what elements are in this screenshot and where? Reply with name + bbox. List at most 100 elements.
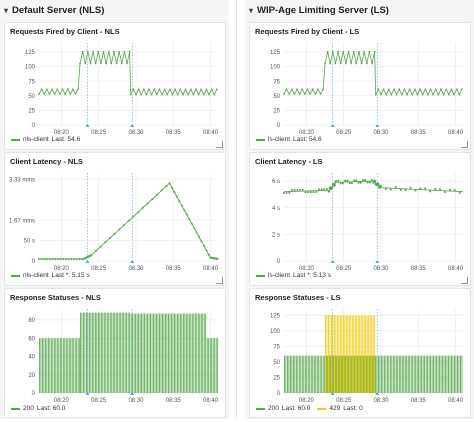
- data-point: [299, 188, 302, 191]
- bar: [443, 355, 445, 393]
- panel-latency-ls[interactable]: Client Latency - LS 0 2 s 4 s 6 s 08:20 08:25…: [249, 152, 471, 286]
- data-point: [195, 88, 197, 91]
- panel-latency-nls[interactable]: Client Latency - NLS 0 50 s 1.67 mins 3.33 …: [4, 152, 226, 286]
- bar: [121, 312, 123, 393]
- bar: [64, 338, 66, 393]
- data-point: [72, 257, 75, 260]
- bar: [67, 338, 69, 393]
- data-point: [329, 186, 332, 189]
- bar: [120, 312, 122, 393]
- bar: [345, 355, 346, 393]
- bar: [373, 355, 375, 393]
- bar: [176, 313, 178, 393]
- legend-last-value: Last: 54.6: [293, 136, 322, 143]
- bar: [344, 315, 346, 393]
- legend[interactable]: ls-client Last: 54.6: [256, 136, 322, 143]
- bar: [215, 338, 217, 393]
- legend-swatch: [256, 407, 265, 410]
- bar: [332, 315, 334, 393]
- series-line: [283, 51, 463, 96]
- data-point: [142, 88, 145, 91]
- data-point: [291, 189, 294, 192]
- data-point: [306, 88, 309, 91]
- resize-handle[interactable]: [216, 277, 223, 284]
- chevron-down-icon[interactable]: ▾: [4, 6, 9, 15]
- bar: [442, 355, 443, 393]
- legend[interactable]: nls-client Last: 54.6: [11, 136, 80, 143]
- data-point: [303, 93, 306, 95]
- data-point: [411, 93, 414, 96]
- data-point: [189, 88, 192, 91]
- data-point: [216, 257, 219, 260]
- panel-statuses-nls[interactable]: Response Statuses - NLS 0 20 40 60 80 08:20 08…: [4, 288, 226, 418]
- bar: [172, 313, 174, 393]
- data-point: [290, 88, 293, 91]
- bar: [430, 355, 432, 393]
- bar: [135, 313, 137, 393]
- data-point: [342, 50, 345, 53]
- data-point: [153, 88, 156, 91]
- bar: [416, 355, 418, 393]
- bar: [351, 355, 352, 393]
- panel-requests-nls[interactable]: Requests Fired by Client - NLS 0 25 50 75 10…: [4, 22, 226, 150]
- bar: [338, 315, 340, 393]
- y-tick-label: 2 s: [272, 233, 280, 239]
- bar: [197, 313, 199, 393]
- data-point: [429, 88, 432, 91]
- bar: [448, 355, 449, 393]
- bar: [370, 355, 372, 393]
- bar: [404, 355, 406, 393]
- panel-requests-ls[interactable]: Requests Fired by Client - LS 0 25 50 75 100…: [249, 22, 471, 150]
- data-point: [200, 240, 203, 243]
- y-tick-label: 125: [270, 313, 281, 319]
- data-point: [293, 93, 296, 95]
- x-tick-label: 08:25: [336, 130, 352, 136]
- bar: [328, 315, 329, 393]
- chevron-down-icon[interactable]: ▾: [249, 6, 254, 15]
- data-point: [77, 88, 80, 91]
- bar: [346, 355, 348, 393]
- legend[interactable]: ls-client Last *: 5.13 s: [256, 272, 331, 279]
- bar: [142, 313, 144, 393]
- bar: [138, 313, 140, 393]
- bar: [90, 312, 92, 393]
- legend-last-value: Last: 54.6: [51, 136, 81, 143]
- bar: [365, 315, 367, 393]
- bar: [335, 315, 337, 393]
- row-header-ls[interactable]: ▾ WIP-Age Limiting Server (LS): [249, 5, 389, 16]
- legend[interactable]: nls-client Last *: 5.15 s: [11, 272, 90, 279]
- bar: [306, 355, 308, 393]
- data-point: [184, 88, 187, 91]
- bar: [374, 355, 376, 393]
- x-tick-label: 08:25: [91, 266, 107, 272]
- bar: [154, 313, 156, 393]
- resize-handle[interactable]: [216, 141, 223, 148]
- bar: [188, 313, 190, 393]
- bar: [395, 355, 397, 393]
- bar: [366, 355, 367, 393]
- panel-statuses-ls[interactable]: Response Statuses - LS 0 25 50 75 100 125 08:2…: [249, 288, 471, 418]
- bar: [372, 315, 374, 393]
- bar: [100, 312, 102, 393]
- bar: [331, 355, 333, 393]
- legend-last-value: Last: 60.0: [36, 405, 66, 412]
- data-point: [332, 182, 335, 185]
- data-point: [146, 202, 149, 205]
- bar: [342, 355, 343, 393]
- bar: [297, 355, 299, 393]
- x-tick-label: 08:35: [411, 266, 427, 272]
- x-tick-label: 08:30: [373, 266, 389, 272]
- bar: [342, 315, 344, 393]
- data-point: [390, 93, 393, 96]
- resize-handle[interactable]: [461, 141, 468, 148]
- bar: [352, 355, 354, 393]
- x-tick-label: 08:35: [166, 266, 182, 272]
- y-tick-label: 100: [270, 65, 281, 71]
- legend[interactable]: 200 Last: 60.0: [11, 405, 65, 412]
- data-point: [309, 191, 312, 194]
- legend[interactable]: 200 Last: 60.0 429 Last: 0: [256, 405, 363, 412]
- row-header-nls[interactable]: ▾ Default Server (NLS): [4, 5, 104, 16]
- resize-handle[interactable]: [461, 277, 468, 284]
- data-point: [120, 62, 123, 65]
- data-point: [202, 93, 205, 96]
